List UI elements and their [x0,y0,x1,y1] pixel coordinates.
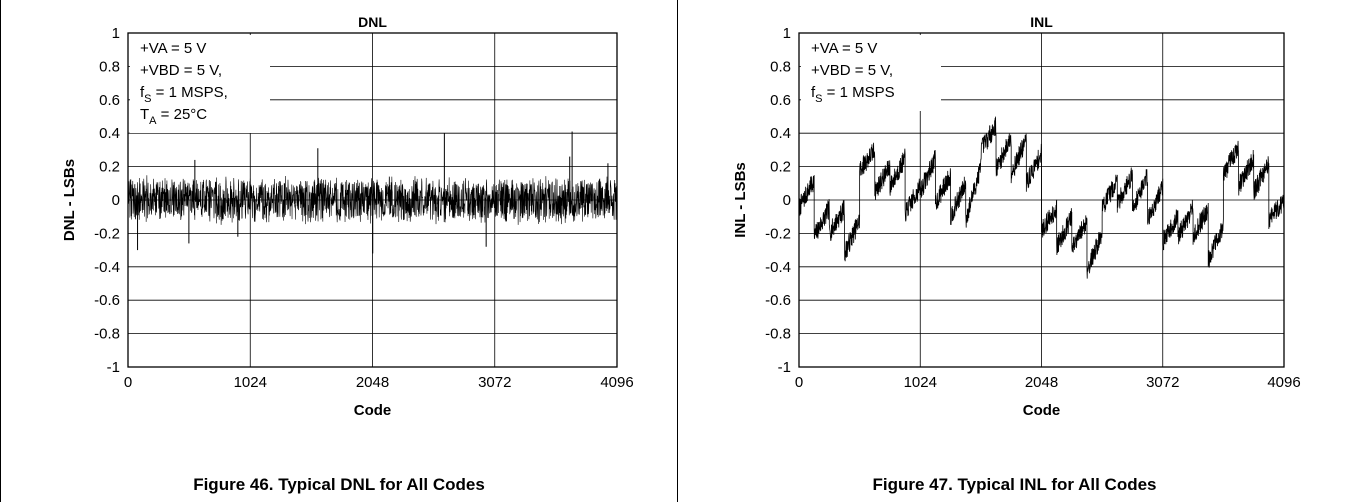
inl-figure-panel: INL 1 0.8 0.6 0.4 0.2 0 -0.2 -0.4 -0.6 -0.8 -1 0 1024… [678,0,1351,502]
y-tick-label: -1 [107,359,120,376]
y-tick-label: 0.6 [770,92,791,109]
y-tick-label: -0.4 [765,259,791,276]
x-tick-label: 3072 [478,374,511,391]
x-tick-label: 0 [795,374,803,391]
annotation-text-rest: = 1 MSPS [823,84,895,101]
x-tick-label: 1024 [904,374,937,391]
annotation-text: T [140,106,149,123]
annotation-background [130,35,270,133]
dnl-series-line [127,175,618,225]
annotation-text: f [140,84,145,101]
annotation-line: +VBD = 5 V, [140,62,222,79]
chart-title: INL [1030,14,1053,30]
x-axis-label: Code [1023,402,1061,419]
y-tick-label: -0.2 [94,225,120,242]
y-axis-label: INL - LSBs [732,162,749,238]
y-tick-label: 0.8 [99,58,120,75]
annotation-text: +VA = 5 V [140,40,206,57]
annotation-subscript: A [149,115,157,127]
x-tick-label: 2048 [1025,374,1058,391]
x-tick-label: 4096 [600,374,633,391]
x-tick-label: 4096 [1267,374,1300,391]
annotation-text: +VBD = 5 V, [140,62,222,79]
annotation-line: TA = 25°C [140,106,207,127]
y-tick-label: 0.4 [99,125,120,142]
annotation-text-rest: = 1 MSPS, [152,84,228,101]
y-axis-label: DNL - LSBs [61,159,78,241]
y-tick-label: -0.6 [765,292,791,309]
annotation-text: +VBD = 5 V, [811,62,893,79]
annotation-text-rest: = 25°C [157,106,208,123]
x-tick-label: 1024 [234,374,267,391]
y-tick-label: 0.6 [99,92,120,109]
annotation-text: +VA = 5 V [811,40,877,57]
annotation-line: +VBD = 5 V, [811,62,893,79]
y-tick-label: 0.4 [770,125,791,142]
y-tick-label: 0 [783,192,791,209]
annotation-text: f [811,84,816,101]
y-tick-label: -0.2 [765,225,791,242]
x-tick-label: 3072 [1146,374,1179,391]
annotation-subscript: S [144,93,151,105]
annotation-subscript: S [815,93,822,105]
annotation-line: fS = 1 MSPS [811,84,895,105]
y-tick-label: 0.2 [770,159,791,176]
chart-title: DNL [358,14,387,30]
y-tick-label: 0.8 [770,58,791,75]
x-tick-label: 2048 [356,374,389,391]
y-tick-label: -0.6 [94,292,120,309]
y-tick-label: 1 [783,25,791,42]
annotation-line: +VA = 5 V [140,40,206,57]
y-tick-label: 0 [112,192,120,209]
x-tick-label: 0 [124,374,132,391]
x-axis-label: Code [354,402,392,419]
y-tick-label: 0.2 [99,159,120,176]
y-tick-label: -0.8 [94,326,120,343]
dnl-figure-caption: Figure 46. Typical DNL for All Codes [193,475,485,494]
annotation-background [801,35,941,111]
dnl-figure-panel: DNL 1 0.8 0.6 0.4 0.2 0 -0.2 -0.4 -0.6 -0.8 -1 0 1024… [0,0,678,502]
annotation-line: +VA = 5 V [811,40,877,57]
inl-series-line [798,116,1285,279]
y-tick-label: -0.4 [94,259,120,276]
annotation-line: fS = 1 MSPS, [140,84,228,105]
inl-figure-caption: Figure 47. Typical INL for All Codes [872,475,1157,494]
y-tick-label: -0.8 [765,326,791,343]
y-tick-label: 1 [112,25,120,42]
y-tick-label: -1 [778,359,791,376]
